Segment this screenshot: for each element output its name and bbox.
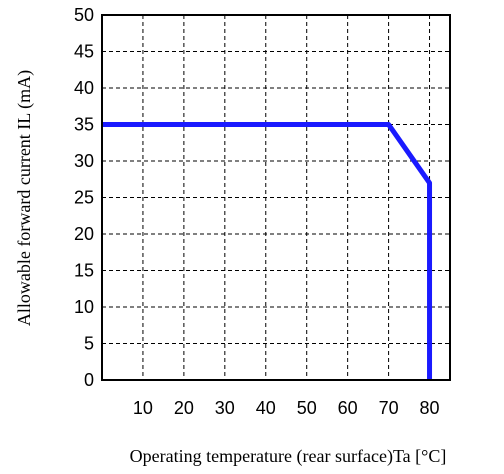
y-tick-label: 5	[84, 334, 94, 354]
x-tick-label: 40	[256, 398, 276, 418]
y-tick-label: 35	[74, 115, 94, 135]
x-tick-label: 30	[215, 398, 235, 418]
y-tick-label: 15	[74, 261, 94, 281]
y-tick-label: 0	[84, 370, 94, 390]
y-tick-label: 25	[74, 188, 94, 208]
y-tick-label: 10	[74, 297, 94, 317]
x-tick-label: 20	[174, 398, 194, 418]
y-tick-labels: 0 5 10 15 20 25 30 35 40 45 50	[74, 5, 94, 390]
x-tick-label: 80	[420, 398, 440, 418]
x-tick-label: 60	[338, 398, 358, 418]
x-tick-labels: 10 20 30 40 50 60 70 80	[133, 398, 440, 418]
y-tick-label: 40	[74, 78, 94, 98]
y-axis-label: Allowable forward current IL (mA)	[14, 70, 35, 326]
y-tick-label: 50	[74, 5, 94, 25]
y-tick-label: 20	[74, 224, 94, 244]
x-tick-label: 10	[133, 398, 153, 418]
x-tick-label: 50	[297, 398, 317, 418]
x-tick-label: 70	[379, 398, 399, 418]
x-axis-label: Operating temperature (rear surface)Ta […	[130, 446, 447, 467]
y-tick-label: 45	[74, 42, 94, 62]
grid	[102, 15, 450, 380]
y-tick-label: 30	[74, 151, 94, 171]
